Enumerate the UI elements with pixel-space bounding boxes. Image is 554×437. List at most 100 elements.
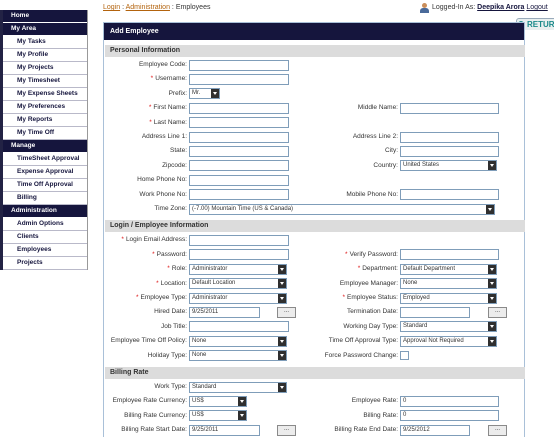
select-input[interactable]: Employed xyxy=(400,292,497,304)
select-arrow[interactable] xyxy=(238,396,246,406)
label-text: Country: xyxy=(373,161,398,169)
text-input[interactable] xyxy=(189,102,289,114)
select-arrow[interactable] xyxy=(488,322,496,332)
breadcrumb-link[interactable]: Login xyxy=(103,4,121,11)
date-picker-button[interactable]: ... xyxy=(277,306,296,318)
text-input[interactable] xyxy=(189,321,289,333)
select-input[interactable]: US$ xyxy=(189,395,247,407)
text-input[interactable] xyxy=(400,102,499,114)
sidebar-header[interactable]: Manage xyxy=(3,140,87,153)
label-text: Billing Rate Currency: xyxy=(124,411,187,419)
select-input[interactable]: Mr. xyxy=(189,88,220,100)
select-input[interactable]: United States xyxy=(400,160,497,172)
sidebar-item[interactable]: My Reports xyxy=(3,114,87,127)
date-input[interactable] xyxy=(400,306,470,318)
sidebar-item[interactable]: My Profile xyxy=(3,49,87,62)
text-input[interactable] xyxy=(189,59,289,71)
date-picker-button[interactable]: ... xyxy=(488,306,507,318)
sidebar-item[interactable]: Expense Approval xyxy=(3,166,87,179)
label-text: City: xyxy=(385,147,398,155)
text-input[interactable] xyxy=(189,145,289,157)
checkbox[interactable] xyxy=(400,351,409,361)
breadcrumb: Login : Administration : Employees xyxy=(103,4,210,11)
sidebar-item[interactable]: My Timesheet xyxy=(3,75,87,88)
select-input[interactable]: Default Department xyxy=(400,263,497,275)
select-arrow[interactable] xyxy=(278,382,286,392)
label-text: First Name: xyxy=(153,104,187,112)
section-header: Billing Rate xyxy=(105,367,525,379)
date-input[interactable]: 9/25/2012 xyxy=(400,424,470,436)
text-input[interactable] xyxy=(400,145,499,157)
text-input[interactable] xyxy=(400,249,499,261)
select-arrow[interactable] xyxy=(278,293,286,303)
select-input[interactable]: US$ xyxy=(189,410,247,422)
select-input[interactable]: Approval Not Required xyxy=(400,335,497,347)
select-arrow[interactable] xyxy=(488,293,496,303)
sidebar-item[interactable]: Projects xyxy=(3,257,87,270)
field-label: Time Off Approval Type: xyxy=(329,335,398,346)
select-arrow[interactable] xyxy=(486,204,494,214)
sidebar-header[interactable]: My Area xyxy=(3,23,87,36)
sidebar-item[interactable]: My Expense Sheets xyxy=(3,88,87,101)
text-input[interactable] xyxy=(189,234,289,246)
sidebar-item[interactable]: Employees xyxy=(3,244,87,257)
text-input[interactable] xyxy=(189,189,289,201)
date-picker-button[interactable]: ... xyxy=(277,424,296,436)
sidebar-item[interactable]: My Tasks xyxy=(3,36,87,49)
required-mark: * xyxy=(149,118,152,126)
sidebar-header[interactable]: Home xyxy=(3,10,87,23)
select-input[interactable]: Administrator xyxy=(189,263,287,275)
sidebar-item[interactable]: My Projects xyxy=(3,62,87,75)
text-input[interactable] xyxy=(189,174,289,186)
text-input[interactable]: 0 xyxy=(400,410,499,422)
select-value: Administrator xyxy=(192,294,228,301)
breadcrumb-link[interactable]: Administration xyxy=(125,4,170,11)
sidebar-item[interactable]: Time Off Approval xyxy=(3,179,87,192)
sidebar-header[interactable]: Administration xyxy=(3,205,87,218)
sidebar-item[interactable]: My Preferences xyxy=(3,101,87,114)
label-text: Employee Rate Currency: xyxy=(112,397,187,405)
select-arrow[interactable] xyxy=(278,264,286,274)
select-input[interactable]: Default Location xyxy=(189,278,287,290)
sidebar-item[interactable]: Clients xyxy=(3,231,87,244)
select-arrow[interactable] xyxy=(278,279,286,289)
field-label: Time Zone: xyxy=(154,203,187,214)
text-input[interactable] xyxy=(189,73,289,85)
text-input[interactable]: 0 xyxy=(400,395,499,407)
sidebar-item[interactable]: Billing xyxy=(3,192,87,205)
select-input[interactable]: Standard xyxy=(400,321,497,333)
text-input[interactable] xyxy=(189,160,289,172)
field-label: * Employee Status: xyxy=(343,292,398,303)
date-input[interactable]: 9/25/2011 xyxy=(189,424,260,436)
select-arrow[interactable] xyxy=(488,336,496,346)
text-input[interactable] xyxy=(189,249,289,261)
select-arrow[interactable] xyxy=(278,351,286,361)
select-arrow[interactable] xyxy=(488,161,496,171)
field-label: Billing Rate Currency: xyxy=(124,410,187,421)
select-arrow[interactable] xyxy=(238,411,246,421)
text-input[interactable] xyxy=(189,117,289,129)
text-input[interactable] xyxy=(400,189,499,201)
select-arrow[interactable] xyxy=(278,336,286,346)
select-input[interactable]: None xyxy=(400,278,497,290)
select-arrow[interactable] xyxy=(211,89,219,99)
select-input[interactable]: Standard xyxy=(189,381,287,393)
date-picker-button[interactable]: ... xyxy=(488,424,507,436)
text-input[interactable] xyxy=(400,131,499,143)
date-input[interactable]: 9/25/2011 xyxy=(189,306,260,318)
sidebar-item[interactable]: My Time Off xyxy=(3,127,87,140)
text-input[interactable] xyxy=(189,131,289,143)
sidebar-item[interactable]: TimeSheet Approval xyxy=(3,153,87,166)
logout-link[interactable]: Logout xyxy=(526,4,548,11)
select-input[interactable]: None xyxy=(189,350,287,362)
sidebar-item[interactable]: Admin Options xyxy=(3,218,87,231)
select-input[interactable]: None xyxy=(189,335,287,347)
select-arrow[interactable] xyxy=(488,264,496,274)
user-name[interactable]: Deepika Arora xyxy=(477,4,525,11)
label-text: Holiday Type: xyxy=(147,351,187,359)
select-arrow[interactable] xyxy=(488,279,496,289)
field-label: * Username: xyxy=(151,73,187,84)
select-input[interactable]: Administrator xyxy=(189,292,287,304)
select-input[interactable]: (-7.00) Mountain Time (US & Canada) xyxy=(189,203,495,215)
